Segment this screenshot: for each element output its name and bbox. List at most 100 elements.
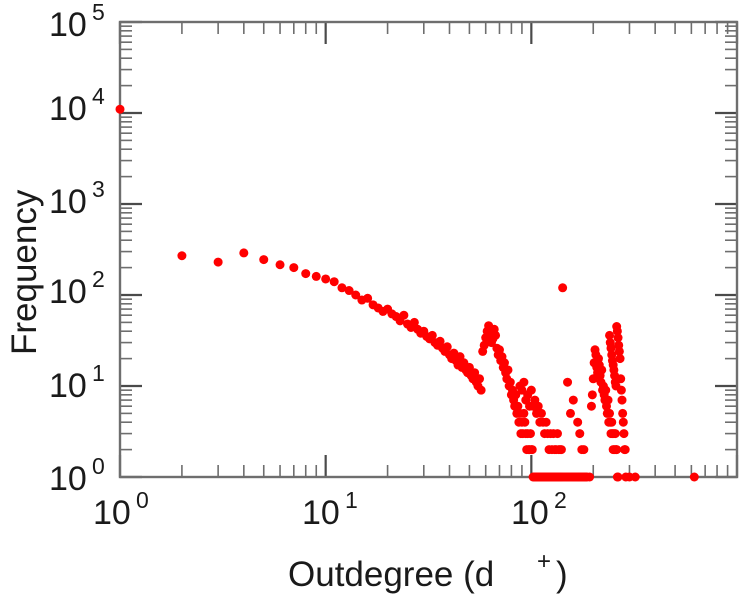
data-point bbox=[519, 377, 529, 387]
data-point bbox=[399, 310, 409, 320]
data-point bbox=[479, 340, 489, 350]
data-point bbox=[337, 283, 347, 293]
x-axis-title: Outdegree (d + ) bbox=[288, 548, 568, 594]
y-tick-exp-2: 2 bbox=[92, 266, 105, 292]
y-tick-exp-1: 1 bbox=[92, 360, 105, 386]
data-point bbox=[617, 395, 627, 405]
y-tick-base-3: 10 bbox=[49, 183, 87, 221]
x-tick-label-10: 10 1 bbox=[302, 487, 358, 532]
data-point bbox=[533, 401, 543, 411]
data-point bbox=[409, 317, 419, 327]
data-point bbox=[475, 374, 485, 384]
data-point bbox=[289, 263, 299, 273]
y-tick-base-1: 10 bbox=[49, 367, 87, 405]
x-tick-base-1: 10 bbox=[302, 494, 340, 532]
data-point bbox=[536, 408, 546, 418]
data-point bbox=[177, 251, 187, 261]
data-point bbox=[573, 417, 583, 427]
data-point bbox=[586, 401, 596, 411]
data-point bbox=[311, 271, 321, 281]
x-tick-base-0: 10 bbox=[93, 494, 131, 532]
y-tick-base-2: 10 bbox=[49, 273, 87, 311]
plot-frame bbox=[118, 20, 739, 479]
x-tick-exp-2: 2 bbox=[554, 487, 567, 513]
data-point bbox=[511, 390, 521, 400]
data-point bbox=[505, 377, 515, 387]
y-tick-exp-3: 3 bbox=[92, 176, 105, 202]
x-axis-title-text: Outdegree (d bbox=[288, 555, 494, 594]
y-tick-label-10000: 10 4 bbox=[49, 83, 105, 128]
data-point bbox=[575, 429, 585, 439]
x-tick-label-100: 10 2 bbox=[511, 487, 567, 532]
x-tick-exp-1: 1 bbox=[345, 487, 358, 513]
data-point bbox=[239, 248, 249, 258]
data-point bbox=[435, 336, 445, 346]
y-tick-exp-0: 0 bbox=[92, 453, 105, 479]
data-point bbox=[579, 445, 589, 455]
data-point bbox=[363, 293, 373, 303]
x-tick-base-2: 10 bbox=[511, 494, 549, 532]
data-point bbox=[601, 385, 611, 395]
y-tick-label-1000: 10 3 bbox=[49, 176, 105, 221]
x-axis-title-close: ) bbox=[556, 555, 568, 594]
data-point bbox=[491, 330, 501, 340]
data-point bbox=[689, 472, 699, 482]
x-axis-title-exp: + bbox=[537, 548, 551, 575]
data-point bbox=[525, 429, 535, 439]
data-point bbox=[541, 417, 551, 427]
data-point bbox=[503, 365, 513, 375]
data-point bbox=[605, 408, 615, 418]
data-point bbox=[476, 385, 486, 395]
data-point bbox=[610, 429, 620, 439]
data-points-layer bbox=[115, 104, 699, 482]
y-tick-exp-5: 5 bbox=[92, 0, 105, 25]
y-tick-base-5: 10 bbox=[49, 6, 87, 44]
y-tick-labels: 10 5 10 4 10 3 10 2 10 1 10 0 bbox=[49, 0, 105, 498]
x-tick-exp-0: 0 bbox=[136, 487, 149, 513]
data-point bbox=[558, 283, 568, 293]
data-point bbox=[568, 395, 578, 405]
data-point bbox=[616, 374, 626, 384]
y-tick-label-1: 10 0 bbox=[49, 453, 105, 498]
y-tick-label-100: 10 2 bbox=[49, 266, 105, 311]
data-point bbox=[565, 408, 575, 418]
y-tick-label-100000: 10 5 bbox=[49, 0, 105, 44]
data-point bbox=[618, 417, 628, 427]
data-point bbox=[427, 330, 437, 340]
data-point bbox=[613, 472, 623, 482]
y-axis-title-text: Frequency bbox=[5, 189, 44, 355]
data-point bbox=[585, 472, 595, 482]
y-tick-exp-4: 4 bbox=[92, 83, 105, 109]
data-point bbox=[351, 290, 361, 300]
x-tick-label-1: 10 0 bbox=[93, 487, 149, 532]
data-point bbox=[630, 472, 640, 482]
y-tick-base-0: 10 bbox=[49, 460, 87, 498]
data-point bbox=[344, 286, 354, 296]
data-point bbox=[615, 354, 625, 364]
data-point bbox=[613, 333, 623, 343]
y-tick-base-4: 10 bbox=[49, 90, 87, 128]
data-point bbox=[519, 408, 529, 418]
data-point bbox=[552, 429, 562, 439]
axis-ticks bbox=[118, 20, 739, 479]
data-point bbox=[213, 257, 223, 267]
data-point bbox=[329, 277, 339, 287]
data-point bbox=[603, 395, 613, 405]
data-point bbox=[618, 408, 628, 418]
y-axis-title: Frequency bbox=[5, 189, 44, 355]
data-point bbox=[606, 343, 616, 353]
data-point bbox=[619, 429, 629, 439]
data-point bbox=[597, 365, 607, 375]
data-point bbox=[275, 260, 285, 270]
data-point bbox=[612, 445, 622, 455]
data-point bbox=[616, 385, 626, 395]
data-point bbox=[620, 445, 630, 455]
data-point bbox=[470, 368, 480, 378]
data-point bbox=[259, 255, 269, 265]
data-point bbox=[494, 345, 504, 355]
data-point bbox=[115, 104, 125, 114]
data-point bbox=[587, 390, 597, 400]
data-point bbox=[513, 401, 523, 411]
data-point bbox=[563, 377, 573, 387]
